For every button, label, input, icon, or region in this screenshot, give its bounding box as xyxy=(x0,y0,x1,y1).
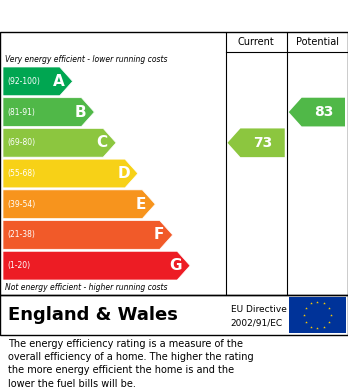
Polygon shape xyxy=(3,128,116,157)
Text: (39-54): (39-54) xyxy=(7,200,35,209)
Text: B: B xyxy=(74,104,86,120)
Text: Potential: Potential xyxy=(296,37,339,47)
Text: E: E xyxy=(136,197,146,212)
Polygon shape xyxy=(289,98,345,126)
Text: 83: 83 xyxy=(314,105,333,119)
Text: (1-20): (1-20) xyxy=(7,261,30,270)
Polygon shape xyxy=(3,221,173,249)
Bar xyxy=(289,297,346,333)
Text: Not energy efficient - higher running costs: Not energy efficient - higher running co… xyxy=(5,283,167,292)
Text: (21-38): (21-38) xyxy=(7,230,35,239)
Text: (81-91): (81-91) xyxy=(7,108,35,117)
Text: 2002/91/EC: 2002/91/EC xyxy=(230,319,283,328)
Text: Very energy efficient - lower running costs: Very energy efficient - lower running co… xyxy=(5,54,167,63)
Text: D: D xyxy=(117,166,130,181)
Text: A: A xyxy=(53,74,64,89)
Text: F: F xyxy=(153,228,164,242)
Polygon shape xyxy=(3,67,73,96)
Text: G: G xyxy=(169,258,182,273)
Text: EU Directive: EU Directive xyxy=(230,305,286,314)
Polygon shape xyxy=(3,98,94,126)
Text: Current: Current xyxy=(238,37,275,47)
Polygon shape xyxy=(3,159,138,188)
Text: Energy Efficiency Rating: Energy Efficiency Rating xyxy=(8,9,218,23)
Text: 73: 73 xyxy=(253,136,272,150)
Polygon shape xyxy=(3,190,155,219)
Text: The energy efficiency rating is a measure of the
overall efficiency of a home. T: The energy efficiency rating is a measur… xyxy=(8,339,254,389)
Text: (55-68): (55-68) xyxy=(7,169,35,178)
Polygon shape xyxy=(3,251,190,280)
Polygon shape xyxy=(228,128,285,157)
Text: (92-100): (92-100) xyxy=(7,77,40,86)
Text: C: C xyxy=(96,135,108,150)
Text: England & Wales: England & Wales xyxy=(8,306,178,324)
Text: (69-80): (69-80) xyxy=(7,138,35,147)
